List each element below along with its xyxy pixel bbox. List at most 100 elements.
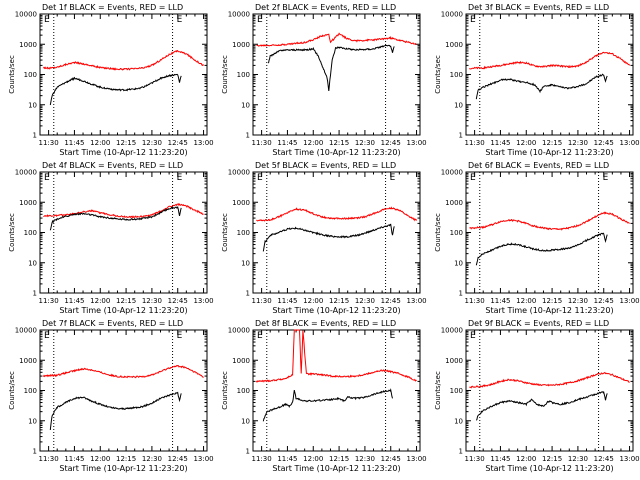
x-tick-label: 11:30 bbox=[465, 297, 485, 305]
y-tick-label: 10 bbox=[241, 101, 250, 109]
y-tick-label: 10000 bbox=[228, 11, 250, 19]
plot-frame bbox=[252, 13, 421, 136]
x-tick-label: 11:45 bbox=[277, 297, 297, 305]
x-tick-label: 12:00 bbox=[303, 297, 323, 305]
y-tick-label: 10 bbox=[28, 101, 37, 109]
lld-series-line bbox=[469, 211, 630, 231]
event-marker: E bbox=[470, 15, 476, 25]
x-axis-label: Start Time (10-Apr-12 11:23:20) bbox=[272, 148, 400, 157]
x-tick-label: 12:15 bbox=[542, 455, 562, 463]
x-axis-label: Start Time (10-Apr-12 11:23:20) bbox=[485, 306, 613, 315]
x-tick-label: 11:45 bbox=[277, 139, 297, 147]
event-marker: E bbox=[257, 15, 263, 25]
y-tick-label: 10 bbox=[454, 259, 463, 267]
y-tick-label: 10000 bbox=[15, 327, 37, 335]
chart-title: Det 5f BLACK = Events, RED = LLD bbox=[255, 161, 396, 170]
chart-panel: Det 2f BLACK = Events, RED = LLD 1 10 100 10… bbox=[221, 3, 427, 157]
x-tick-label: 11:30 bbox=[39, 297, 59, 305]
x-axis-label: Start Time (10-Apr-12 11:23:20) bbox=[59, 464, 187, 473]
y-tick-label: 1 bbox=[33, 448, 37, 456]
y-tick-label: 10000 bbox=[15, 169, 37, 177]
x-tick-label: 12:15 bbox=[116, 455, 136, 463]
x-tick-label: 11:30 bbox=[252, 297, 272, 305]
x-tick-label: 11:30 bbox=[465, 139, 485, 147]
x-tick-label: 12:15 bbox=[542, 297, 562, 305]
x-tick-label: 11:45 bbox=[490, 297, 510, 305]
x-tick-label: 12:30 bbox=[142, 455, 162, 463]
y-tick-label: 10000 bbox=[441, 169, 463, 177]
x-tick-label: 12:45 bbox=[168, 139, 188, 147]
x-axis-label: Start Time (10-Apr-12 11:23:20) bbox=[485, 148, 613, 157]
y-tick-label: 10 bbox=[454, 417, 463, 425]
y-tick-label: 1000 bbox=[232, 357, 250, 365]
y-tick-label: 1000 bbox=[232, 41, 250, 49]
chart-panel: Det 7f BLACK = Events, RED = LLD 1 10 100 10… bbox=[8, 319, 214, 473]
chart-title: Det 4f BLACK = Events, RED = LLD bbox=[42, 161, 183, 170]
y-tick-label: 1000 bbox=[19, 41, 37, 49]
y-axis-label: Counts/sec bbox=[434, 55, 442, 94]
event-marker: E bbox=[44, 15, 50, 25]
y-tick-label: 10 bbox=[28, 259, 37, 267]
y-tick-label: 100 bbox=[24, 71, 37, 79]
chart-title: Det 8f BLACK = Events, RED = LLD bbox=[255, 319, 396, 328]
chart-title: Det 6f BLACK = Events, RED = LLD bbox=[468, 161, 609, 170]
event-marker: E bbox=[470, 331, 476, 341]
y-tick-label: 1000 bbox=[445, 199, 463, 207]
y-axis-label: Counts/sec bbox=[8, 371, 16, 410]
x-axis-label: Start Time (10-Apr-12 11:23:20) bbox=[485, 464, 613, 473]
chart-panel: Det 1f BLACK = Events, RED = LLD 1 10 100 10… bbox=[8, 3, 214, 157]
chart-title: Det 2f BLACK = Events, RED = LLD bbox=[255, 3, 396, 12]
event-marker: E bbox=[603, 173, 609, 183]
y-axis-label: Counts/sec bbox=[221, 371, 229, 410]
y-tick-label: 10 bbox=[454, 101, 463, 109]
x-tick-label: 12:30 bbox=[568, 297, 588, 305]
y-tick-label: 1 bbox=[459, 448, 463, 456]
x-tick-label: 12:15 bbox=[542, 139, 562, 147]
lld-series-line bbox=[43, 203, 204, 219]
chart-panel: Det 4f BLACK = Events, RED = LLD 1 10 100 10… bbox=[8, 161, 214, 315]
events-series-line bbox=[475, 232, 608, 266]
y-tick-label: 1000 bbox=[19, 199, 37, 207]
lld-series-line bbox=[43, 50, 204, 71]
event-marker: E bbox=[177, 173, 183, 183]
y-tick-label: 100 bbox=[237, 71, 250, 79]
event-marker: E bbox=[390, 331, 396, 341]
x-tick-label: 13:00 bbox=[193, 139, 213, 147]
events-series-line bbox=[262, 388, 393, 422]
x-tick-label: 12:45 bbox=[168, 297, 188, 305]
x-tick-label: 13:00 bbox=[406, 455, 426, 463]
event-marker: E bbox=[390, 173, 396, 183]
chart-panel: Det 8f BLACK = Events, RED = LLD 1 10 100 10… bbox=[221, 319, 427, 473]
plot-frame bbox=[39, 329, 208, 452]
x-tick-label: 12:30 bbox=[568, 139, 588, 147]
events-series-line bbox=[49, 205, 182, 231]
x-tick-label: 12:00 bbox=[516, 139, 536, 147]
x-tick-label: 12:45 bbox=[381, 297, 401, 305]
y-tick-label: 10000 bbox=[441, 11, 463, 19]
y-tick-label: 10 bbox=[241, 417, 250, 425]
x-tick-label: 12:00 bbox=[90, 139, 110, 147]
x-tick-label: 12:15 bbox=[329, 139, 349, 147]
chart-title: Det 7f BLACK = Events, RED = LLD bbox=[42, 319, 183, 328]
events-series-line bbox=[475, 73, 608, 100]
y-tick-label: 1000 bbox=[445, 357, 463, 365]
x-tick-label: 12:30 bbox=[355, 139, 375, 147]
y-tick-label: 100 bbox=[450, 387, 463, 395]
y-tick-label: 1 bbox=[459, 290, 463, 298]
x-tick-label: 13:00 bbox=[619, 139, 639, 147]
event-marker: E bbox=[257, 331, 263, 341]
event-marker: E bbox=[177, 15, 183, 25]
x-tick-label: 12:15 bbox=[116, 297, 136, 305]
y-axis-label: Counts/sec bbox=[8, 55, 16, 94]
y-axis-label: Counts/sec bbox=[434, 213, 442, 252]
x-tick-label: 12:30 bbox=[568, 455, 588, 463]
x-tick-label: 13:00 bbox=[193, 455, 213, 463]
y-tick-label: 1 bbox=[246, 132, 250, 140]
x-tick-label: 12:00 bbox=[90, 297, 110, 305]
chart-panel: Det 9f BLACK = Events, RED = LLD 1 10 100 10… bbox=[434, 319, 640, 473]
y-tick-label: 100 bbox=[450, 229, 463, 237]
y-tick-label: 1 bbox=[246, 448, 250, 456]
lld-series-line bbox=[469, 51, 631, 70]
lld-series-line bbox=[469, 371, 630, 389]
